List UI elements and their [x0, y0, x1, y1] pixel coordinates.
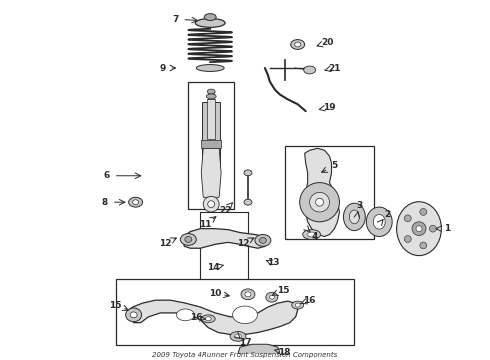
Text: 10: 10	[209, 289, 221, 298]
Ellipse shape	[180, 234, 196, 245]
Text: 15: 15	[276, 286, 289, 295]
Ellipse shape	[241, 289, 255, 300]
Ellipse shape	[230, 332, 246, 341]
Polygon shape	[305, 148, 340, 237]
Circle shape	[416, 226, 422, 231]
Ellipse shape	[291, 40, 305, 49]
Ellipse shape	[176, 309, 195, 321]
Text: 3: 3	[356, 201, 363, 210]
Ellipse shape	[308, 232, 316, 237]
Circle shape	[404, 215, 411, 222]
Ellipse shape	[201, 315, 215, 323]
Text: 11: 11	[199, 220, 212, 229]
Text: 17: 17	[239, 338, 251, 347]
Text: 12: 12	[237, 239, 249, 248]
Ellipse shape	[185, 237, 192, 242]
Circle shape	[420, 208, 427, 215]
Ellipse shape	[245, 292, 251, 297]
Circle shape	[404, 235, 411, 242]
Bar	[285, 147, 374, 239]
Circle shape	[310, 192, 329, 212]
Text: 5: 5	[331, 162, 338, 171]
Text: 9: 9	[159, 63, 166, 72]
Ellipse shape	[235, 334, 242, 339]
Circle shape	[300, 183, 340, 222]
Ellipse shape	[303, 230, 320, 239]
Polygon shape	[129, 300, 298, 334]
Text: 13: 13	[267, 258, 279, 267]
Text: 16: 16	[303, 296, 316, 305]
Text: 4: 4	[312, 232, 318, 241]
Ellipse shape	[343, 203, 366, 231]
Ellipse shape	[304, 66, 316, 74]
Text: 15: 15	[109, 301, 122, 310]
Text: 20: 20	[321, 38, 334, 47]
Text: 21: 21	[328, 63, 341, 72]
Text: 19: 19	[323, 103, 336, 112]
Circle shape	[203, 196, 219, 212]
Ellipse shape	[206, 94, 216, 99]
Text: 22: 22	[219, 206, 231, 215]
Ellipse shape	[294, 42, 301, 47]
Ellipse shape	[125, 308, 142, 322]
Polygon shape	[183, 229, 268, 248]
Circle shape	[316, 198, 323, 206]
Circle shape	[429, 225, 437, 232]
Ellipse shape	[295, 303, 300, 307]
Text: 2: 2	[384, 211, 391, 220]
Ellipse shape	[367, 207, 392, 237]
Text: 14: 14	[207, 263, 220, 272]
Ellipse shape	[129, 197, 143, 207]
Bar	[202, 102, 220, 173]
Ellipse shape	[373, 215, 385, 229]
Bar	[201, 140, 221, 148]
Ellipse shape	[266, 292, 278, 302]
Circle shape	[420, 242, 427, 249]
Ellipse shape	[292, 301, 304, 309]
Ellipse shape	[233, 306, 257, 324]
Ellipse shape	[259, 238, 267, 243]
Ellipse shape	[396, 202, 441, 256]
Ellipse shape	[204, 14, 216, 21]
Text: 8: 8	[101, 198, 108, 207]
Ellipse shape	[207, 89, 215, 94]
Polygon shape	[238, 344, 280, 358]
Ellipse shape	[205, 317, 211, 321]
Circle shape	[208, 201, 215, 208]
Text: 12: 12	[159, 239, 171, 248]
Text: 2009 Toyota 4Runner Front Suspension Components: 2009 Toyota 4Runner Front Suspension Com…	[152, 352, 338, 358]
Bar	[188, 82, 234, 209]
Ellipse shape	[196, 18, 225, 27]
Ellipse shape	[244, 199, 252, 205]
Bar	[207, 99, 215, 139]
Circle shape	[412, 222, 426, 235]
Text: 16: 16	[190, 313, 202, 322]
Text: 1: 1	[444, 224, 450, 233]
Ellipse shape	[133, 200, 139, 204]
Ellipse shape	[130, 312, 137, 318]
Ellipse shape	[244, 170, 252, 176]
Ellipse shape	[349, 210, 359, 224]
Ellipse shape	[196, 64, 224, 71]
Ellipse shape	[255, 234, 271, 246]
Text: 6: 6	[104, 171, 110, 180]
Text: 7: 7	[172, 14, 178, 23]
Bar	[116, 279, 354, 345]
Polygon shape	[201, 148, 221, 197]
Ellipse shape	[270, 295, 274, 299]
Text: 18: 18	[278, 348, 291, 357]
